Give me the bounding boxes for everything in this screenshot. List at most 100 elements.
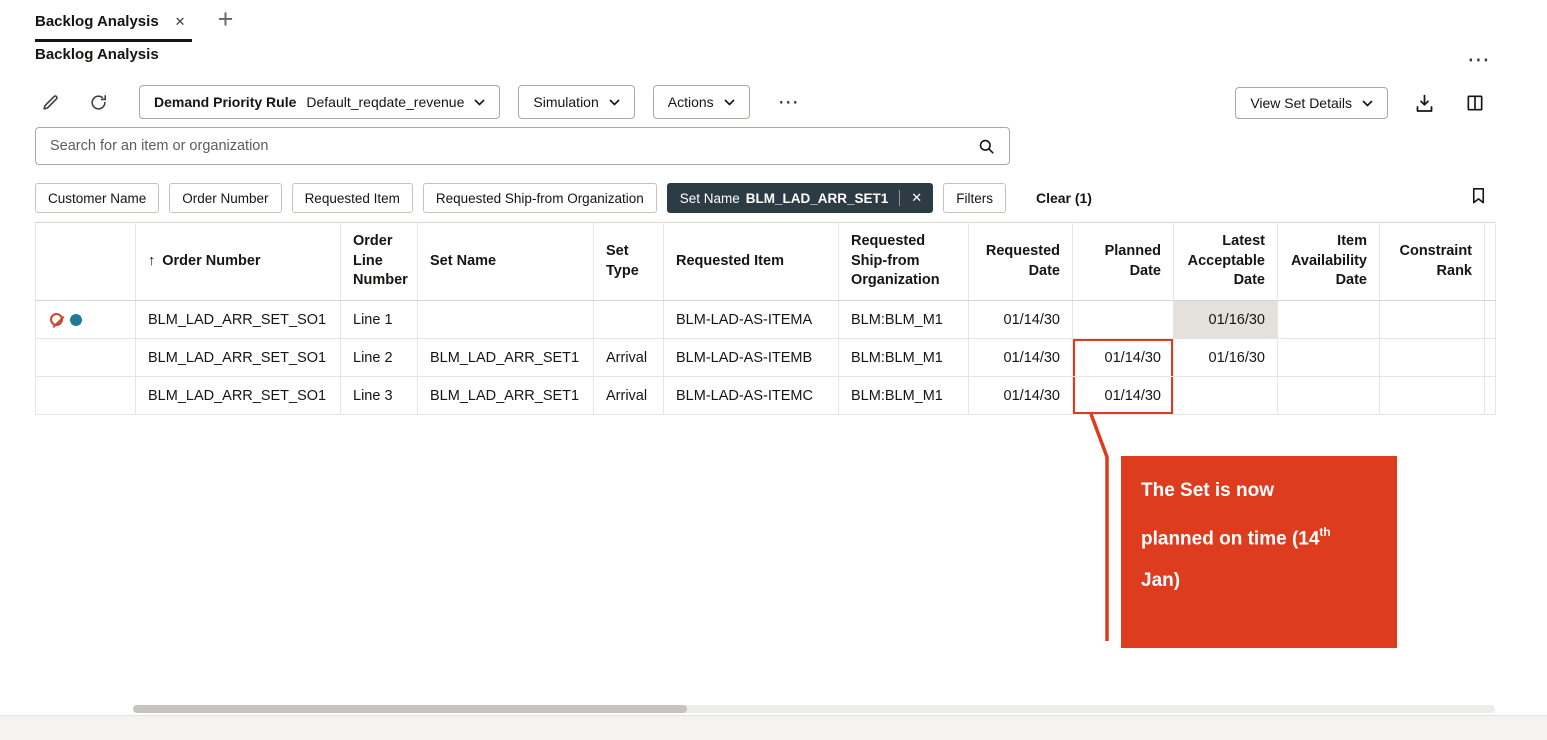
tab-close-icon[interactable]: ✕ [174,13,186,29]
filter-chip-order-number[interactable]: Order Number [169,183,282,213]
horizontal-scrollbar-thumb[interactable] [133,705,687,713]
view-set-details-label: View Set Details [1250,95,1352,111]
remove-filter-icon[interactable]: ✕ [911,190,923,205]
bookmark-button[interactable] [1469,186,1488,205]
table-row[interactable]: BLM_LAD_ARR_SET_SO1 Line 1 BLM-LAD-AS-IT… [35,300,1496,339]
cell-order-number[interactable]: BLM_LAD_ARR_SET_SO1 [135,338,341,377]
backlog-table: ↑ Order Number Order Line Number Set Name… [35,222,1496,415]
actions-dropdown[interactable]: Actions [652,85,750,119]
column-spacer [1484,222,1496,301]
cell-constraint-rank[interactable] [1379,376,1485,415]
cell-set-type[interactable] [593,300,664,339]
cell-requested-org[interactable]: BLM:BLM_M1 [838,300,969,339]
column-requested-date[interactable]: Requested Date [968,222,1073,301]
cell-order-line[interactable]: Line 1 [340,300,418,339]
cell-set-name[interactable] [417,300,594,339]
active-filter-label: Set Name [679,190,740,206]
refresh-icon [89,93,108,112]
column-requested-item[interactable]: Requested Item [663,222,839,301]
toolbar-overflow-button[interactable]: ⋯ [777,90,799,114]
cell-spacer [1484,338,1496,377]
clear-filters-button[interactable]: Clear (1) [1035,190,1092,206]
cell-set-type[interactable]: Arrival [593,376,664,415]
split-view-button[interactable] [1460,86,1490,120]
cell-constraint-rank[interactable] [1379,338,1485,377]
cell-row-status[interactable] [35,338,136,377]
cell-requested-date[interactable]: 01/14/30 [968,376,1073,415]
split-view-icon [1465,93,1485,113]
tab-backlog-analysis[interactable]: Backlog Analysis ✕ [35,0,192,42]
cell-planned-date-annotated[interactable]: 01/14/30 [1072,376,1174,415]
status-dot-icon [70,313,82,326]
chip-divider [899,190,901,206]
chevron-down-icon [1362,99,1373,107]
filters-button[interactable]: Filters [943,183,1006,213]
tab-strip: Backlog Analysis ✕ + [35,0,233,42]
cell-item-availability-date[interactable] [1277,300,1380,339]
search-box [35,127,1010,165]
chevron-down-icon [609,98,620,106]
column-requested-ship-from-organization[interactable]: Requested Ship-from Organization [838,222,969,301]
column-order-number[interactable]: ↑ Order Number [135,222,341,301]
search-button[interactable] [971,129,1001,163]
new-tab-button[interactable]: + [217,4,234,34]
filter-chip-requested-item[interactable]: Requested Item [291,183,413,213]
chevron-down-icon [474,98,485,106]
cell-order-number[interactable]: BLM_LAD_ARR_SET_SO1 [135,300,341,339]
column-item-availability-date[interactable]: Item Availability Date [1277,222,1380,301]
column-set-type[interactable]: Set Type [593,222,664,301]
cell-row-status[interactable] [35,300,136,339]
callout-line: planned on time (14th [1141,525,1331,550]
pencil-icon [41,93,60,112]
cell-latest-acceptable-date[interactable]: 01/16/30 [1173,300,1278,339]
cell-set-type[interactable]: Arrival [593,338,664,377]
cell-row-status[interactable] [35,376,136,415]
column-latest-acceptable-date[interactable]: Latest Acceptable Date [1173,222,1278,301]
column-order-line-number[interactable]: Order Line Number [340,222,418,301]
cell-latest-acceptable-date[interactable] [1173,376,1278,415]
search-input[interactable] [36,138,971,154]
cell-requested-date[interactable]: 01/14/30 [968,338,1073,377]
cell-requested-item[interactable]: BLM-LAD-AS-ITEMA [663,300,839,339]
tab-label: Backlog Analysis [35,13,159,30]
edit-button[interactable] [35,85,65,119]
simulation-dropdown[interactable]: Simulation [518,85,635,119]
page-footer-strip [0,715,1547,740]
cell-requested-item[interactable]: BLM-LAD-AS-ITEMC [663,376,839,415]
active-filter-chip-set-name[interactable]: Set Name BLM_LAD_ARR_SET1 ✕ [666,183,934,213]
cell-requested-item[interactable]: BLM-LAD-AS-ITEMB [663,338,839,377]
cell-latest-acceptable-date[interactable]: 01/16/30 [1173,338,1278,377]
table-row[interactable]: BLM_LAD_ARR_SET_SO1 Line 3 BLM_LAD_ARR_S… [35,376,1496,415]
cell-order-number[interactable]: BLM_LAD_ARR_SET_SO1 [135,376,341,415]
cell-constraint-rank[interactable] [1379,300,1485,339]
column-set-name[interactable]: Set Name [417,222,594,301]
download-icon [1414,93,1435,114]
active-filter-value: BLM_LAD_ARR_SET1 [745,190,889,206]
filter-chip-requested-ship-from-organization[interactable]: Requested Ship-from Organization [422,183,657,213]
cell-requested-org[interactable]: BLM:BLM_M1 [838,338,969,377]
column-planned-date[interactable]: Planned Date [1072,222,1174,301]
cell-item-availability-date[interactable] [1277,376,1380,415]
cell-set-name[interactable]: BLM_LAD_ARR_SET1 [417,338,594,377]
page-overflow-button[interactable]: ⋯ [1467,46,1490,72]
cell-set-name[interactable]: BLM_LAD_ARR_SET1 [417,376,594,415]
cell-order-line[interactable]: Line 3 [340,376,418,415]
chip-label: Requested Ship-from Organization [435,190,644,206]
column-constraint-rank[interactable]: Constraint Rank [1379,222,1485,301]
horizontal-scrollbar-track[interactable] [133,705,1495,713]
filter-chip-customer-name[interactable]: Customer Name [35,183,160,213]
download-button[interactable] [1409,86,1439,120]
cell-requested-org[interactable]: BLM:BLM_M1 [838,376,969,415]
refresh-button[interactable] [83,85,113,119]
cell-planned-date-annotated[interactable]: 01/14/30 [1072,338,1174,377]
annotation-callout: The Set is now planned on time (14th Jan… [1121,456,1397,648]
cell-requested-date[interactable]: 01/14/30 [968,300,1073,339]
table-row[interactable]: BLM_LAD_ARR_SET_SO1 Line 2 BLM_LAD_ARR_S… [35,338,1496,377]
cell-item-availability-date[interactable] [1277,338,1380,377]
toolbar-right: View Set Details [1235,86,1490,120]
cell-order-line[interactable]: Line 2 [340,338,418,377]
view-set-details-dropdown[interactable]: View Set Details [1235,87,1388,119]
cell-planned-date[interactable] [1072,300,1174,339]
demand-priority-rule-dropdown[interactable]: Demand Priority Rule Default_reqdate_rev… [139,85,501,119]
table-header-row: ↑ Order Number Order Line Number Set Name… [35,222,1496,301]
